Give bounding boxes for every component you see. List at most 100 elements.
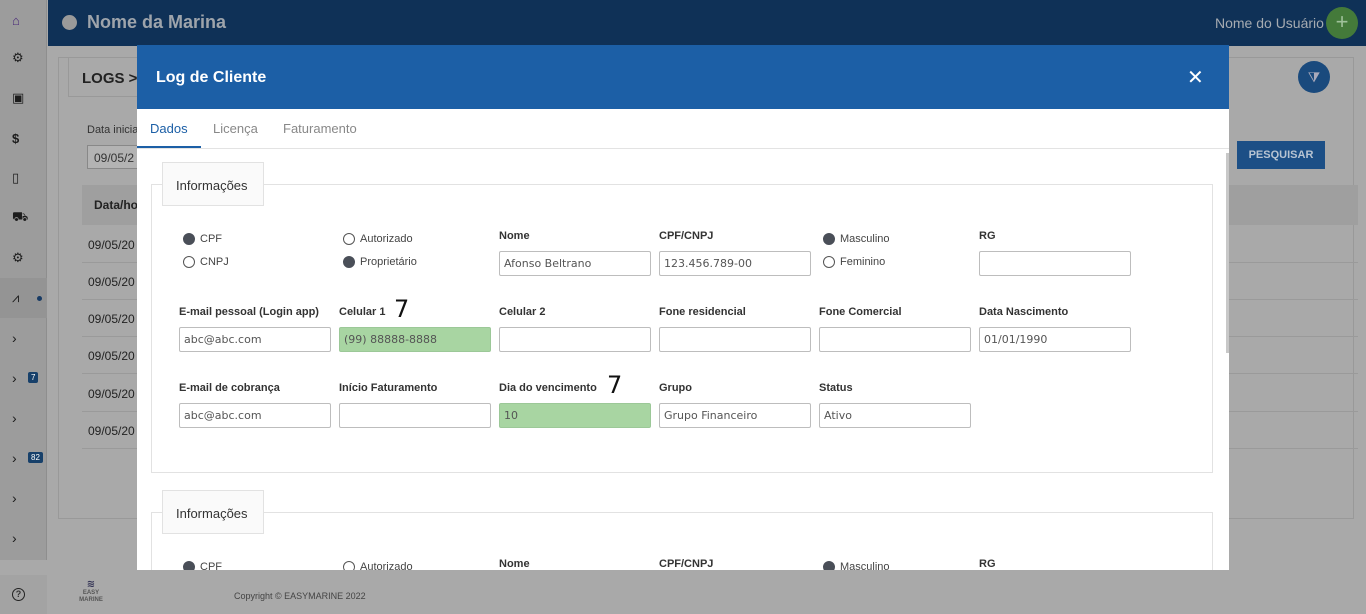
camera-icon: ▣ <box>12 90 25 105</box>
change-marker: 7 <box>394 295 410 323</box>
inicio-faturamento-field[interactable] <box>339 403 491 428</box>
status-label: Status <box>819 382 853 394</box>
date-label: Data inicia <box>87 124 139 136</box>
email-cobranca-label: E-mail de cobrança <box>179 382 280 394</box>
search-button[interactable]: PESQUISAR <box>1237 141 1325 169</box>
radio-unchecked-icon <box>343 233 355 245</box>
top-bar: Nome da Marina Nome do Usuário + <box>48 0 1366 46</box>
radio-checked-icon <box>823 233 835 245</box>
chevron-right-icon: › <box>12 450 17 466</box>
celular1-field[interactable] <box>339 327 491 352</box>
sidebar-item-expand-5[interactable]: › <box>0 478 47 518</box>
marina-logo-icon <box>62 15 77 30</box>
footer-logo: ≋ EASY MARINE <box>79 579 103 604</box>
gear-icon: ⚙ <box>12 50 24 65</box>
fone-comercial-label: Fone Comercial <box>819 306 902 318</box>
settings-icon: ⚙ <box>12 250 24 265</box>
email-cobranca-field[interactable] <box>179 403 331 428</box>
fone-comercial-field[interactable] <box>819 327 971 352</box>
chevron-right-icon: › <box>12 330 17 346</box>
date-input[interactable]: 09/05/2 <box>87 145 142 169</box>
section-title: Informações <box>162 162 264 206</box>
radio-proprietario[interactable]: Proprietário <box>343 256 417 268</box>
info-section-2 <box>151 512 1213 570</box>
help-icon: ? <box>12 588 25 601</box>
radio-cpf[interactable]: CPF <box>183 233 222 245</box>
copyright: Copyright © EASYMARINE 2022 <box>234 591 366 601</box>
data-nascimento-field[interactable] <box>979 327 1131 352</box>
radio-feminino[interactable]: Feminino <box>823 256 885 268</box>
cpf-cnpj-label-2: CPF/CNPJ <box>659 558 714 570</box>
radio-checked-icon <box>823 561 835 570</box>
client-log-modal: Log de Cliente ✕ Dados Licença Faturamen… <box>137 45 1229 570</box>
sidebar-item-documents[interactable]: ▯ <box>0 158 47 198</box>
scrollbar[interactable] <box>1226 153 1229 353</box>
sidebar-item-expand-1[interactable]: › <box>0 318 47 358</box>
nome-label-2: Nome <box>499 558 530 570</box>
sidebar-item-expand-6[interactable]: › <box>0 518 47 558</box>
modal-tabs: Dados Licença Faturamento <box>137 109 1229 149</box>
nome-field[interactable] <box>499 251 651 276</box>
close-icon[interactable]: ✕ <box>1187 67 1204 89</box>
chart-icon: ⩘ <box>12 290 20 305</box>
tab-faturamento[interactable]: Faturamento <box>283 121 357 136</box>
sidebar-item-expand-3[interactable]: › <box>0 398 47 438</box>
radio-unchecked-icon <box>823 256 835 268</box>
radio-unchecked-icon <box>343 561 355 570</box>
tab-dados[interactable]: Dados <box>150 121 188 136</box>
chevron-right-icon: › <box>12 490 17 506</box>
home-icon: ⌂ <box>12 12 20 28</box>
radio-cnpj[interactable]: CNPJ <box>183 256 229 268</box>
radio-autorizado[interactable]: Autorizado <box>343 233 413 245</box>
data-nascimento-label: Data Nascimento <box>979 306 1069 318</box>
cpf-cnpj-label: CPF/CNPJ <box>659 230 714 242</box>
dia-vencimento-label: Dia do vencimento <box>499 382 597 394</box>
sidebar-item-gear[interactable]: ⚙ <box>0 38 47 78</box>
celular2-label: Celular 2 <box>499 306 546 318</box>
document-icon: ▯ <box>12 170 20 185</box>
sidebar-item-reports[interactable]: ⩘ <box>0 278 47 318</box>
marina-name: Nome da Marina <box>87 12 227 32</box>
radio-cpf-2[interactable]: CPF <box>183 561 222 570</box>
info-section <box>151 184 1213 473</box>
dollar-icon: $ <box>12 130 20 146</box>
radio-masculino-2[interactable]: Masculino <box>823 561 890 570</box>
fone-residencial-label: Fone residencial <box>659 306 746 318</box>
sidebar: ⌂ ⚙ ▣ $ ▯ ⛟ ⚙ ⩘ › › 7 › <box>0 0 47 560</box>
sidebar-item-camera[interactable]: ▣ <box>0 78 47 118</box>
rg-field[interactable] <box>979 251 1131 276</box>
inicio-faturamento-label: Início Faturamento <box>339 382 438 394</box>
radio-autorizado-2[interactable]: Autorizado <box>343 561 413 570</box>
celular2-field[interactable] <box>499 327 651 352</box>
tab-licenca[interactable]: Licença <box>213 121 258 136</box>
filter-button[interactable]: ⧩ <box>1298 61 1330 93</box>
sidebar-item-expand-4[interactable]: › 82 <box>0 438 47 478</box>
email-pessoal-label: E-mail pessoal (Login app) <box>179 306 319 318</box>
user-name[interactable]: Nome do Usuário <box>1215 15 1324 31</box>
cpf-cnpj-field[interactable] <box>659 251 811 276</box>
add-button[interactable]: + <box>1326 7 1358 39</box>
change-marker: 7 <box>607 371 623 399</box>
chevron-right-icon: › <box>12 370 17 386</box>
sidebar-item-settings[interactable]: ⚙ <box>0 238 47 278</box>
radio-masculino[interactable]: Masculino <box>823 233 890 245</box>
celular1-label: Celular 1 <box>339 306 386 318</box>
sidebar-item-cart[interactable]: ⛟ <box>0 198 47 238</box>
email-pessoal-field[interactable] <box>179 327 331 352</box>
cart-icon: ⛟ <box>12 209 29 224</box>
notification-badge: 7 <box>28 372 39 383</box>
help-button[interactable]: ? <box>0 575 47 614</box>
radio-checked-icon <box>343 256 355 268</box>
sidebar-item-expand-2[interactable]: › 7 <box>0 358 47 398</box>
status-field[interactable] <box>819 403 971 428</box>
filter-icon: ⧩ <box>1307 69 1321 85</box>
fone-residencial-field[interactable] <box>659 327 811 352</box>
notification-badge: 82 <box>28 452 43 463</box>
dia-vencimento-field[interactable] <box>499 403 651 428</box>
section-title-2: Informações <box>162 490 264 534</box>
sidebar-item-finance[interactable]: $ <box>0 118 47 158</box>
grupo-field[interactable] <box>659 403 811 428</box>
modal-header: Log de Cliente ✕ <box>137 45 1229 109</box>
sidebar-item-home[interactable]: ⌂ <box>0 0 47 40</box>
active-dot <box>37 296 42 301</box>
